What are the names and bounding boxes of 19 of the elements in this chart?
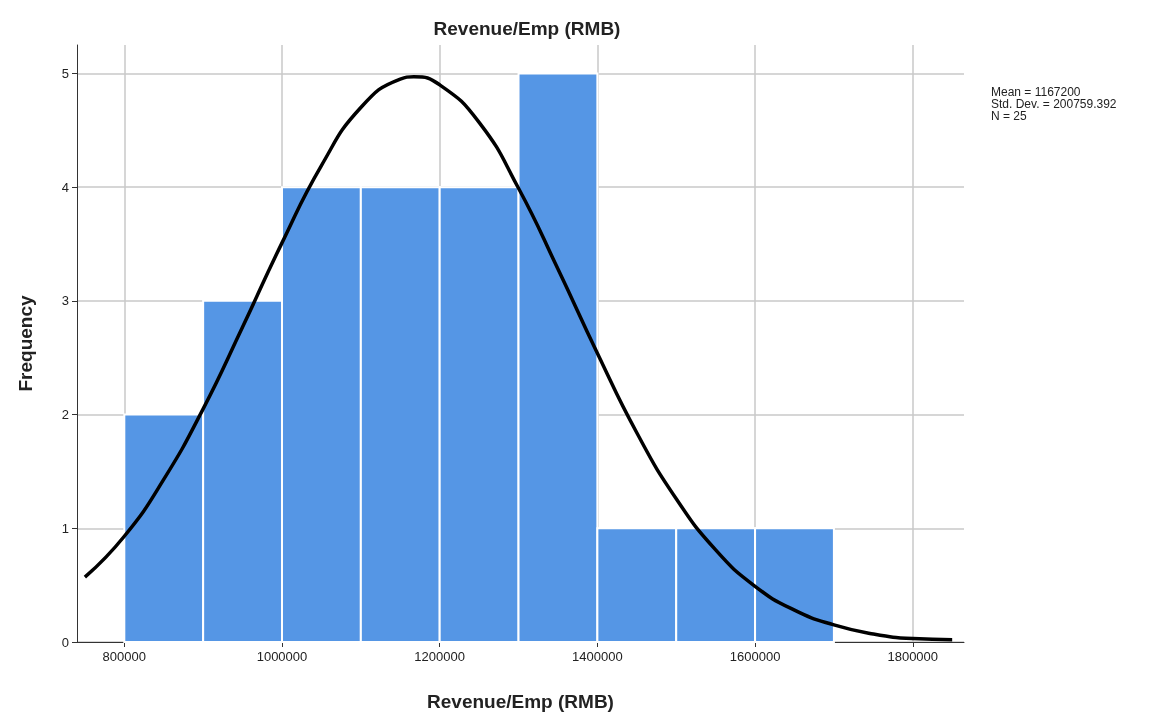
text: N = 25 [991, 109, 1028, 123]
x-tick-label: 1600000 [729, 649, 781, 664]
text: Mean = 1167200 [991, 85, 1081, 99]
x-axis-title: Revenue/Emp (RMB) [427, 691, 614, 712]
x-tick-label: 1400000 [572, 649, 623, 664]
x-tick-label: 1000000 [256, 649, 308, 664]
x-tick-label: 1200000 [414, 649, 465, 664]
line-series [83, 75, 954, 642]
y-axis-title: Frequency [15, 295, 36, 392]
y-tick-label: 3 [61, 293, 69, 309]
text: Std. Dev. = 200759.392 [991, 97, 1117, 111]
x-tick-label: 1800000 [887, 649, 939, 664]
y-tick-label: 2 [61, 407, 69, 423]
y-tick-label: 1 [61, 520, 69, 536]
chart-title: Revenue/Emp (RMB) [433, 18, 621, 39]
x-tick-label: 800000 [102, 649, 146, 664]
y-tick-label: 0 [61, 634, 69, 650]
y-tick-label: 5 [61, 65, 69, 81]
y-tick-label: 4 [61, 179, 69, 195]
